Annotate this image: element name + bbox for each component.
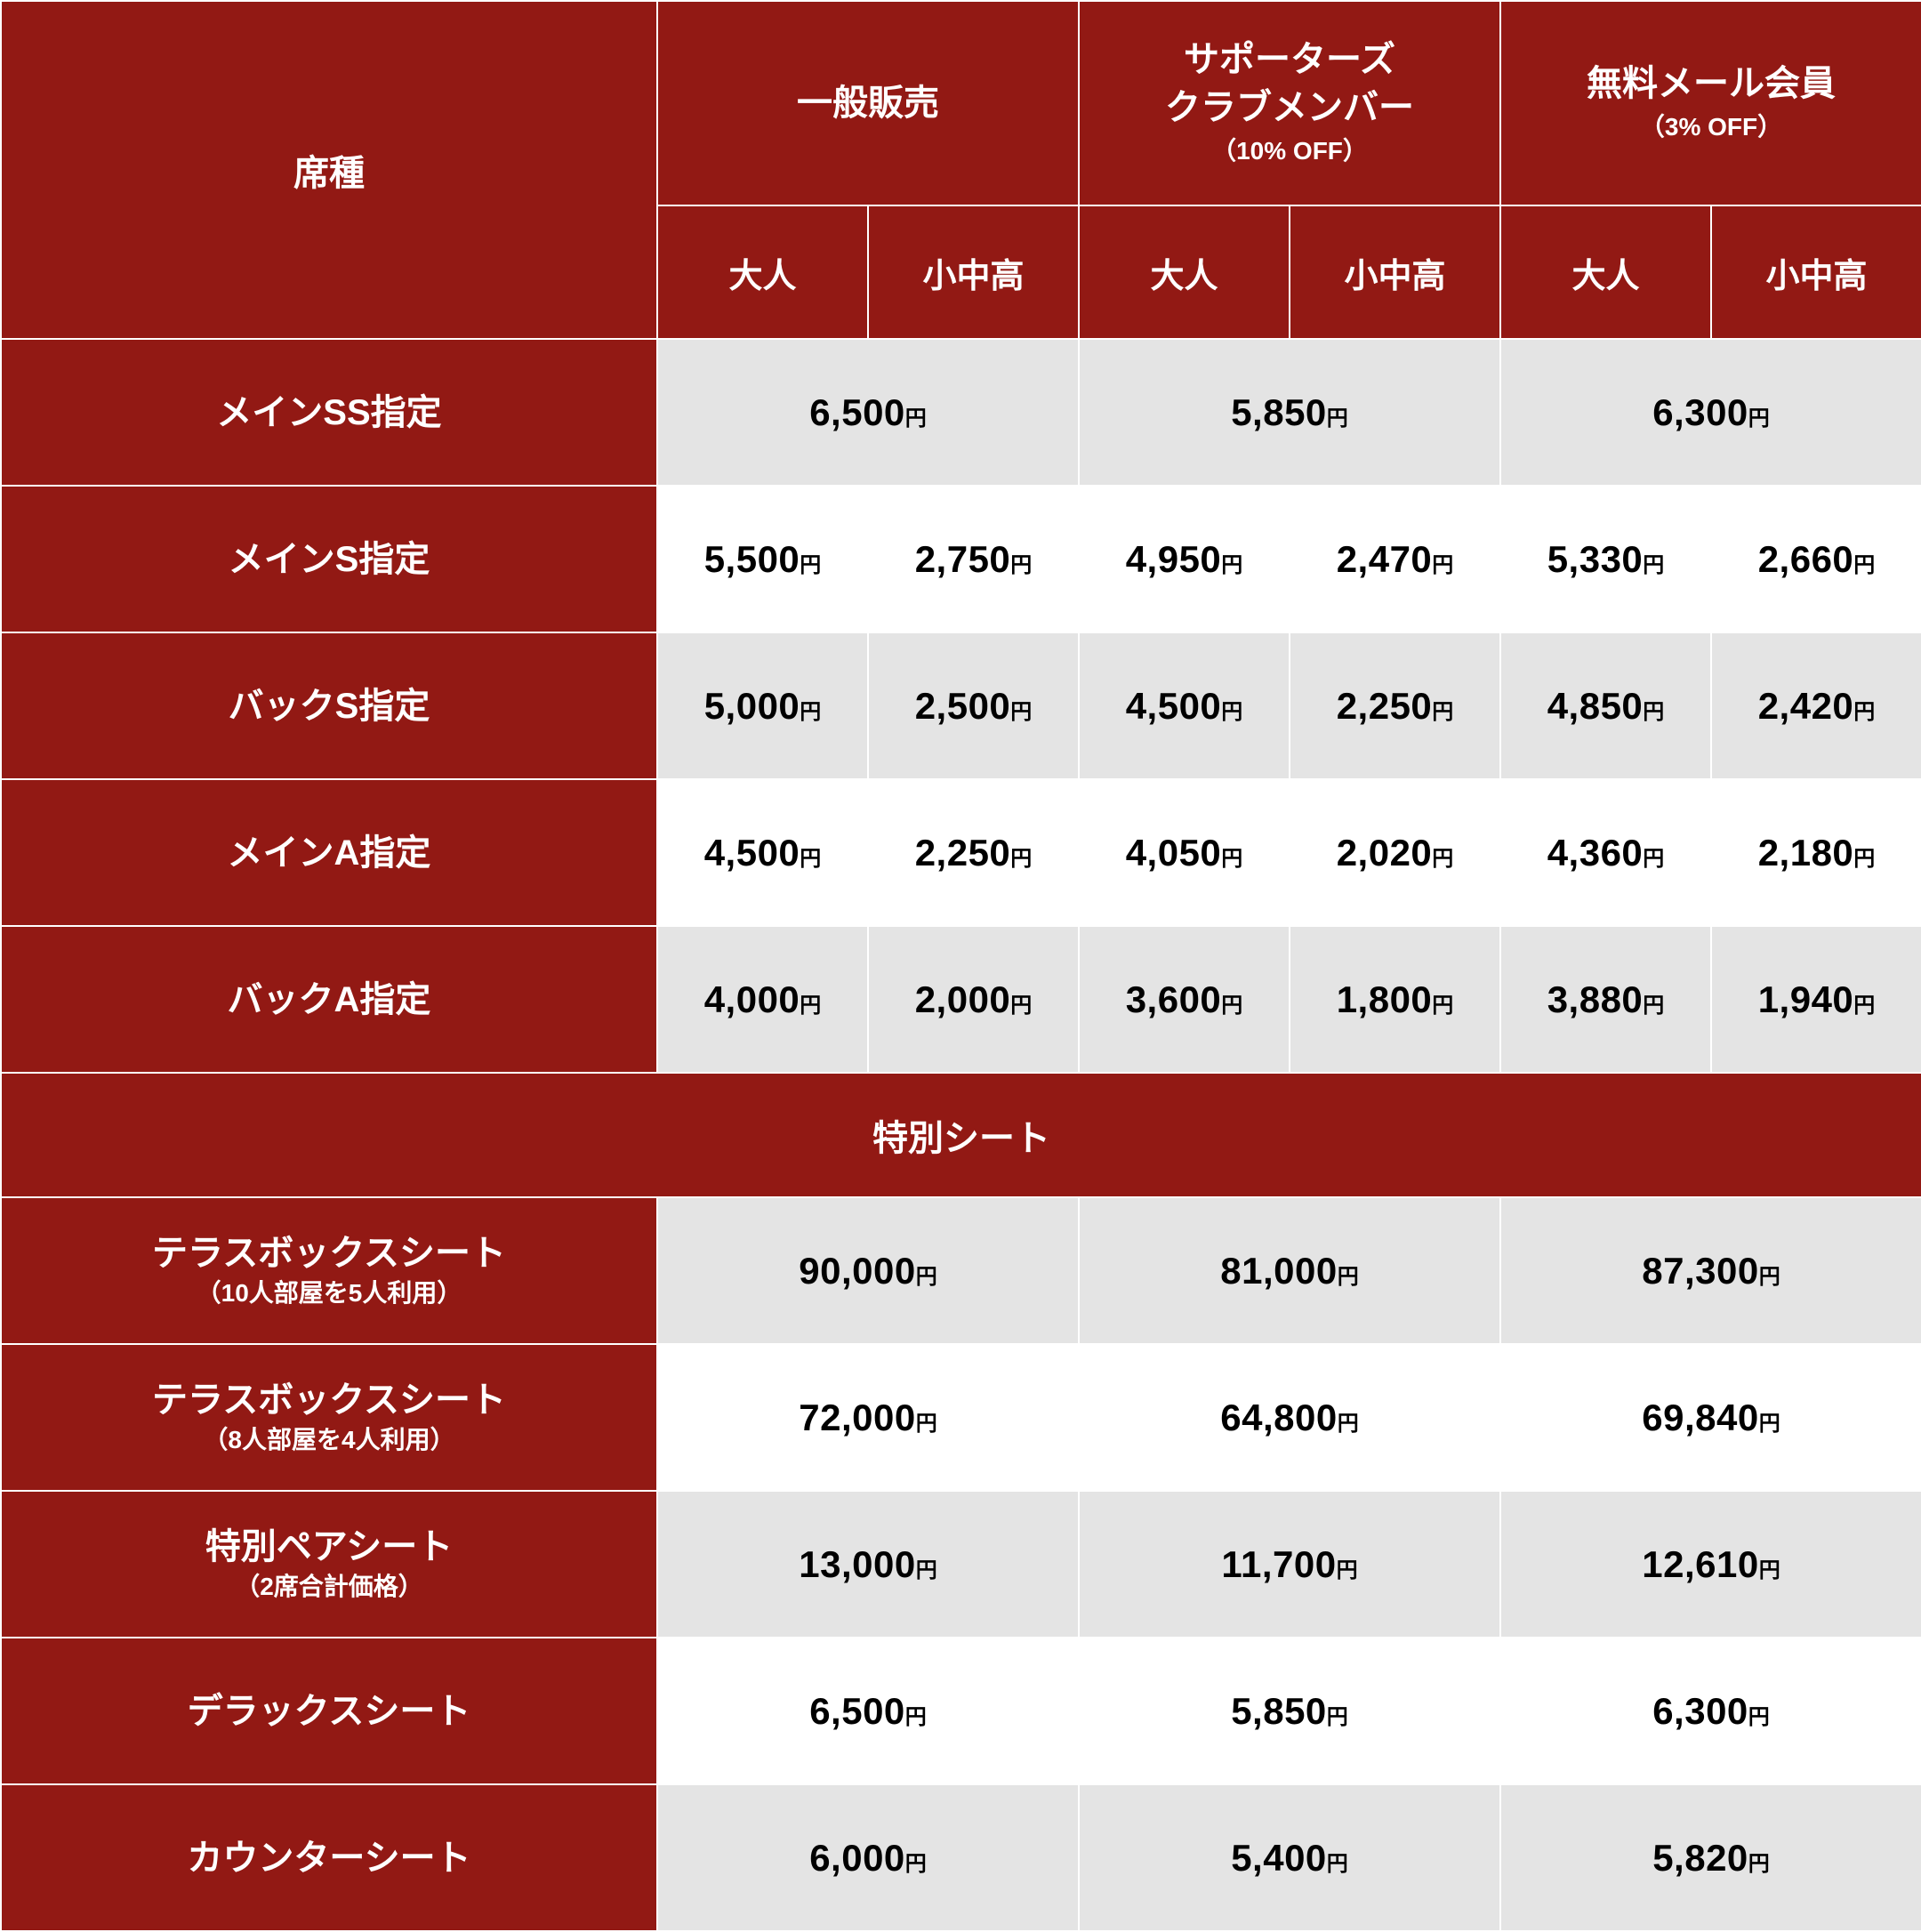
header-sub-adult: 大人: [1079, 205, 1290, 339]
header-seat-type: 席種: [1, 1, 657, 339]
price-cell: 6,500円: [657, 339, 1079, 486]
price-cell: 4,950円: [1079, 486, 1290, 632]
price-cell: 2,020円: [1290, 779, 1500, 926]
header-group-supporters: サポーターズ クラブメンバー （10% OFF）: [1079, 1, 1500, 205]
row-label: カウンターシート: [1, 1784, 657, 1931]
table-row: バックS指定5,000円2,500円4,500円2,250円4,850円2,42…: [1, 632, 1921, 779]
price-cell: 2,470円: [1290, 486, 1500, 632]
row-label: バックS指定: [1, 632, 657, 779]
price-cell: 4,500円: [657, 779, 868, 926]
price-cell: 64,800円: [1079, 1344, 1500, 1491]
price-cell: 2,500円: [868, 632, 1079, 779]
price-cell: 6,300円: [1500, 339, 1921, 486]
table-body-special: テラスボックスシート（10人部屋を5人利用）90,000円81,000円87,3…: [1, 1197, 1921, 1931]
row-label: 特別ペアシート（2席合計価格）: [1, 1491, 657, 1638]
price-cell: 2,250円: [868, 779, 1079, 926]
price-cell: 4,050円: [1079, 779, 1290, 926]
price-cell: 5,330円: [1500, 486, 1711, 632]
row-label: デラックスシート: [1, 1638, 657, 1784]
table-row: カウンターシート6,000円5,400円5,820円: [1, 1784, 1921, 1931]
price-cell: 5,500円: [657, 486, 868, 632]
table-row: デラックスシート6,500円5,850円6,300円: [1, 1638, 1921, 1784]
table-body-main: メインSS指定6,500円5,850円6,300円メインS指定5,500円2,7…: [1, 339, 1921, 1073]
price-cell: 2,250円: [1290, 632, 1500, 779]
header-group-general: 一般販売: [657, 1, 1079, 205]
price-cell: 1,800円: [1290, 926, 1500, 1073]
row-label: バックA指定: [1, 926, 657, 1073]
price-cell: 6,300円: [1500, 1638, 1921, 1784]
price-cell: 90,000円: [657, 1197, 1079, 1344]
price-cell: 5,820円: [1500, 1784, 1921, 1931]
price-cell: 4,500円: [1079, 632, 1290, 779]
row-label: テラスボックスシート（10人部屋を5人利用）: [1, 1197, 657, 1344]
price-cell: 2,420円: [1711, 632, 1921, 779]
price-cell: 5,000円: [657, 632, 868, 779]
header-sub-adult: 大人: [657, 205, 868, 339]
price-cell: 4,850円: [1500, 632, 1711, 779]
price-cell: 5,400円: [1079, 1784, 1500, 1931]
table-row: メインA指定4,500円2,250円4,050円2,020円4,360円2,18…: [1, 779, 1921, 926]
table-header: 席種 一般販売 サポーターズ クラブメンバー （10% OFF） 無料メール会員…: [1, 1, 1921, 339]
header-sub-child: 小中高: [1290, 205, 1500, 339]
price-cell: 11,700円: [1079, 1491, 1500, 1638]
table-section: 特別シート: [1, 1073, 1921, 1197]
row-label: メインSS指定: [1, 339, 657, 486]
row-label: テラスボックスシート（8人部屋を4人利用）: [1, 1344, 657, 1491]
header-sub-child: 小中高: [868, 205, 1079, 339]
header-sub-adult: 大人: [1500, 205, 1711, 339]
price-cell: 6,000円: [657, 1784, 1079, 1931]
price-cell: 2,750円: [868, 486, 1079, 632]
table-row: メインSS指定6,500円5,850円6,300円: [1, 339, 1921, 486]
price-cell: 4,360円: [1500, 779, 1711, 926]
table-row: テラスボックスシート（8人部屋を4人利用）72,000円64,800円69,84…: [1, 1344, 1921, 1491]
price-cell: 3,600円: [1079, 926, 1290, 1073]
row-label: メインS指定: [1, 486, 657, 632]
price-cell: 2,000円: [868, 926, 1079, 1073]
price-cell: 3,880円: [1500, 926, 1711, 1073]
price-cell: 2,180円: [1711, 779, 1921, 926]
header-group-mail: 無料メール会員 （3% OFF）: [1500, 1, 1921, 205]
table-row: バックA指定4,000円2,000円3,600円1,800円3,880円1,94…: [1, 926, 1921, 1073]
row-label: メインA指定: [1, 779, 657, 926]
price-cell: 1,940円: [1711, 926, 1921, 1073]
price-cell: 2,660円: [1711, 486, 1921, 632]
price-cell: 4,000円: [657, 926, 868, 1073]
price-cell: 6,500円: [657, 1638, 1079, 1784]
table-row: メインS指定5,500円2,750円4,950円2,470円5,330円2,66…: [1, 486, 1921, 632]
table-row: 特別ペアシート（2席合計価格）13,000円11,700円12,610円: [1, 1491, 1921, 1638]
price-cell: 13,000円: [657, 1491, 1079, 1638]
price-cell: 69,840円: [1500, 1344, 1921, 1491]
price-cell: 72,000円: [657, 1344, 1079, 1491]
header-sub-child: 小中高: [1711, 205, 1921, 339]
price-table: 席種 一般販売 サポーターズ クラブメンバー （10% OFF） 無料メール会員…: [0, 0, 1921, 1932]
price-cell: 81,000円: [1079, 1197, 1500, 1344]
table-row: テラスボックスシート（10人部屋を5人利用）90,000円81,000円87,3…: [1, 1197, 1921, 1344]
price-cell: 87,300円: [1500, 1197, 1921, 1344]
price-cell: 5,850円: [1079, 339, 1500, 486]
section-header: 特別シート: [1, 1073, 1921, 1197]
price-cell: 5,850円: [1079, 1638, 1500, 1784]
price-cell: 12,610円: [1500, 1491, 1921, 1638]
